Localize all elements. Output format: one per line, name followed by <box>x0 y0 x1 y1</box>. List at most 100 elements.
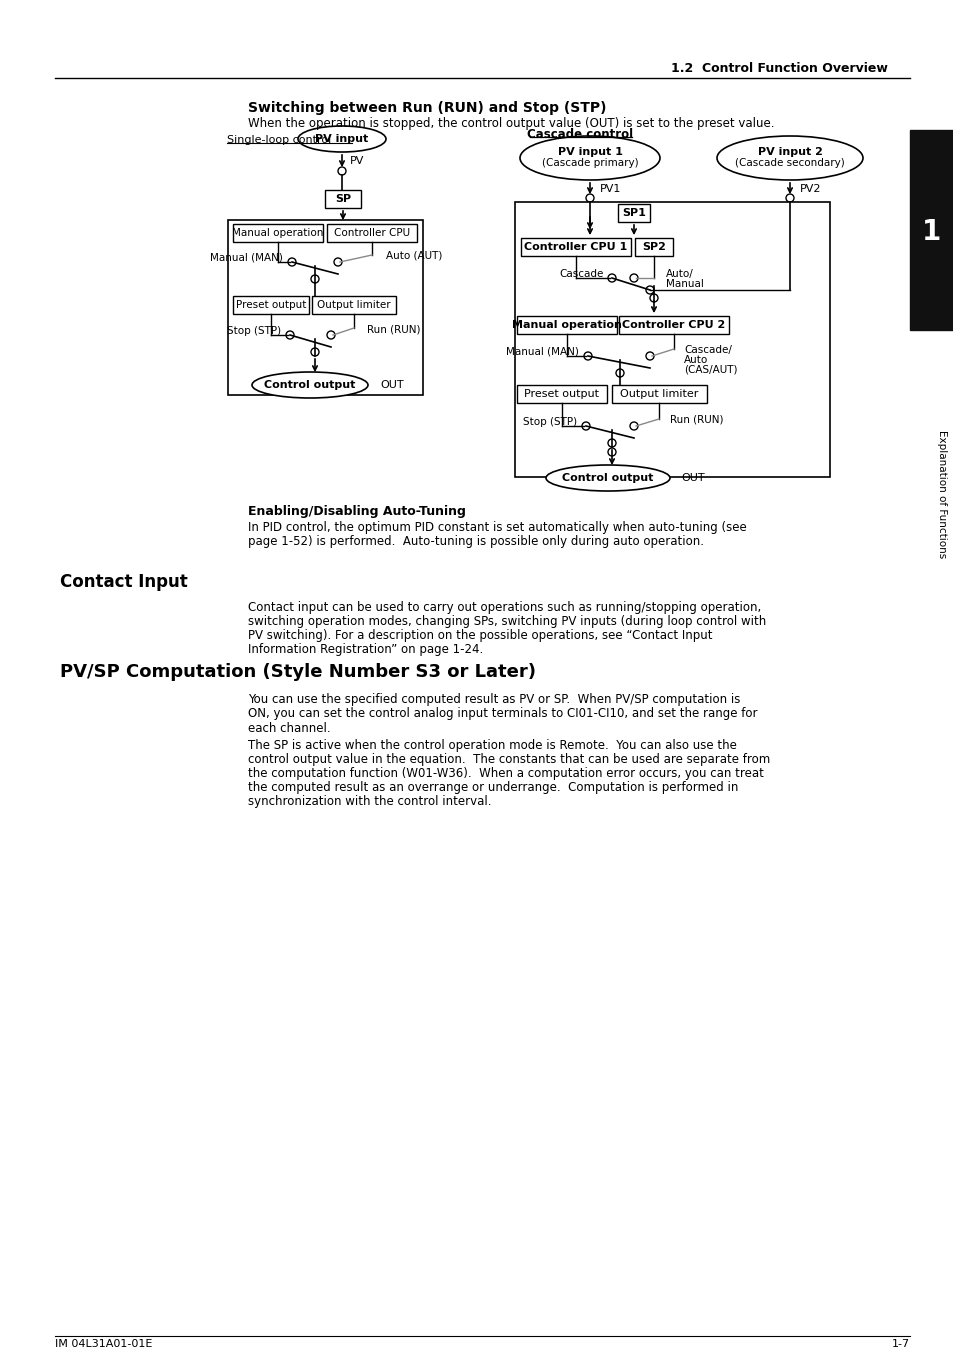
Text: When the operation is stopped, the control output value (OUT) is set to the pres: When the operation is stopped, the contr… <box>248 118 774 131</box>
Text: OUT: OUT <box>680 473 704 484</box>
Text: The SP is active when the control operation mode is Remote.  You can also use th: The SP is active when the control operat… <box>248 739 736 753</box>
Bar <box>520 238 630 255</box>
Circle shape <box>581 422 589 430</box>
Text: PV: PV <box>350 155 364 166</box>
Text: Auto: Auto <box>683 355 707 365</box>
Circle shape <box>607 439 616 447</box>
Bar <box>233 224 323 242</box>
Text: 1: 1 <box>922 218 941 246</box>
Text: Manual operation: Manual operation <box>512 320 621 330</box>
Text: Cascade control: Cascade control <box>526 127 633 141</box>
Text: Auto/: Auto/ <box>665 269 693 280</box>
Circle shape <box>629 422 638 430</box>
Circle shape <box>288 258 295 266</box>
Circle shape <box>286 331 294 339</box>
Circle shape <box>334 258 341 266</box>
Text: OUT: OUT <box>379 380 403 390</box>
Text: Enabling/Disabling Auto-Tuning: Enabling/Disabling Auto-Tuning <box>248 505 465 519</box>
Circle shape <box>337 168 346 176</box>
Text: Contact input can be used to carry out operations such as running/stopping opera: Contact input can be used to carry out o… <box>248 600 760 613</box>
Text: page 1-52) is performed.  Auto-tuning is possible only during auto operation.: page 1-52) is performed. Auto-tuning is … <box>248 535 703 547</box>
Text: ON, you can set the control analog input terminals to CI01-CI10, and set the ran: ON, you can set the control analog input… <box>248 708 757 720</box>
Text: control output value in the equation.  The constants that can be used are separa: control output value in the equation. Th… <box>248 754 769 766</box>
Text: PV input 2: PV input 2 <box>757 147 821 157</box>
Text: (Cascade secondary): (Cascade secondary) <box>735 158 844 168</box>
Bar <box>312 296 395 313</box>
Circle shape <box>583 353 592 359</box>
Text: Controller CPU 2: Controller CPU 2 <box>621 320 725 330</box>
Text: the computed result as an overrange or underrange.  Computation is performed in: the computed result as an overrange or u… <box>248 781 738 794</box>
Text: Contact Input: Contact Input <box>60 573 188 590</box>
Text: Preset output: Preset output <box>524 389 598 399</box>
Text: SP1: SP1 <box>621 208 645 218</box>
Circle shape <box>607 449 616 457</box>
Circle shape <box>649 295 658 303</box>
Circle shape <box>327 331 335 339</box>
Text: IM 04L31A01-01E: IM 04L31A01-01E <box>55 1339 152 1350</box>
Text: Run (RUN): Run (RUN) <box>367 324 420 334</box>
Text: Manual (MAN): Manual (MAN) <box>506 347 578 357</box>
Text: Controller CPU 1: Controller CPU 1 <box>524 242 627 253</box>
Text: Manual: Manual <box>665 280 703 289</box>
Text: Output limiter: Output limiter <box>316 300 391 309</box>
Text: Stop (STP): Stop (STP) <box>227 326 281 336</box>
Bar <box>618 316 728 334</box>
Text: Switching between Run (RUN) and Stop (STP): Switching between Run (RUN) and Stop (ST… <box>248 101 606 115</box>
Text: SP2: SP2 <box>641 242 665 253</box>
Text: 1.2  Control Function Overview: 1.2 Control Function Overview <box>670 62 887 74</box>
Text: (CAS/AUT): (CAS/AUT) <box>683 365 737 376</box>
Ellipse shape <box>519 136 659 180</box>
Text: 1-7: 1-7 <box>891 1339 909 1350</box>
Text: Manual operation: Manual operation <box>233 228 323 238</box>
Text: the computation function (W01-W36).  When a computation error occurs, you can tr: the computation function (W01-W36). When… <box>248 767 763 781</box>
Text: each channel.: each channel. <box>248 721 331 735</box>
Text: Cascade/: Cascade/ <box>683 345 731 355</box>
Bar <box>325 190 360 208</box>
Text: Control output: Control output <box>561 473 653 484</box>
Text: Run (RUN): Run (RUN) <box>669 415 722 426</box>
Ellipse shape <box>252 372 368 399</box>
Text: You can use the specified computed result as PV or SP.  When PV/SP computation i: You can use the specified computed resul… <box>248 693 740 707</box>
Circle shape <box>616 369 623 377</box>
Text: SP: SP <box>335 195 351 204</box>
Text: PV switching). For a description on the possible operations, see “Contact Input: PV switching). For a description on the … <box>248 628 712 642</box>
Circle shape <box>645 353 654 359</box>
Circle shape <box>785 195 793 203</box>
Circle shape <box>311 349 318 357</box>
Text: PV/SP Computation (Style Number S3 or Later): PV/SP Computation (Style Number S3 or La… <box>60 663 536 681</box>
Ellipse shape <box>717 136 862 180</box>
Text: Output limiter: Output limiter <box>619 389 698 399</box>
Bar <box>517 316 617 334</box>
Circle shape <box>311 276 318 282</box>
Bar <box>327 224 416 242</box>
Text: PV1: PV1 <box>599 184 620 195</box>
Text: Single-loop control: Single-loop control <box>227 135 331 145</box>
Text: switching operation modes, changing SPs, switching PV inputs (during loop contro: switching operation modes, changing SPs,… <box>248 615 765 627</box>
Circle shape <box>629 274 638 282</box>
Text: PV input: PV input <box>315 134 368 145</box>
Bar <box>612 385 706 403</box>
Text: Preset output: Preset output <box>235 300 306 309</box>
Text: Auto (AUT): Auto (AUT) <box>386 251 442 261</box>
Bar <box>909 130 953 330</box>
Text: Control output: Control output <box>264 380 355 390</box>
Text: Information Registration” on page 1-24.: Information Registration” on page 1-24. <box>248 643 483 655</box>
Text: Stop (STP): Stop (STP) <box>522 417 577 427</box>
Text: PV input 1: PV input 1 <box>557 147 621 157</box>
Text: (Cascade primary): (Cascade primary) <box>541 158 638 168</box>
Ellipse shape <box>545 465 669 490</box>
Bar <box>515 203 829 477</box>
Ellipse shape <box>297 126 386 153</box>
Bar <box>618 204 649 222</box>
Circle shape <box>645 286 654 295</box>
Bar <box>228 220 422 394</box>
Text: Controller CPU: Controller CPU <box>334 228 410 238</box>
Text: PV2: PV2 <box>800 184 821 195</box>
Text: Explanation of Functions: Explanation of Functions <box>936 430 946 558</box>
Bar <box>517 385 606 403</box>
Text: Manual (MAN): Manual (MAN) <box>210 253 283 263</box>
Bar <box>635 238 672 255</box>
Bar <box>233 296 309 313</box>
Text: synchronization with the control interval.: synchronization with the control interva… <box>248 796 491 808</box>
Circle shape <box>607 274 616 282</box>
